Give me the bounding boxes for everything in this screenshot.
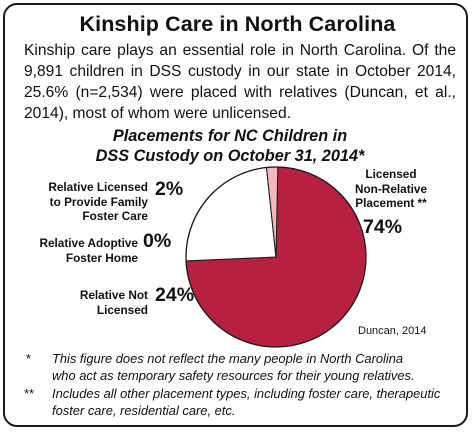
card-border (3, 3, 468, 427)
pct-relative-licensed: 2% (155, 178, 184, 200)
footnote-2-mark: ** (24, 386, 35, 401)
intro-paragraph: Kinship care plays an essential role in … (24, 42, 456, 122)
chart-title-line-1: Placements for NC Children in (112, 127, 348, 145)
pct-relative-adoptive: 0% (143, 230, 172, 252)
slice-relative-not-licensed (185, 166, 277, 262)
page-title: Kinship Care in North Carolina (79, 12, 396, 36)
label-relative-adoptive: Relative Adoptive Foster Home (39, 236, 138, 265)
footnote-1: This figure does not reflect the many pe… (52, 351, 415, 383)
pie-slices (185, 166, 367, 348)
chart-source: Duncan, 2014 (358, 325, 427, 337)
pct-relative-not-licensed: 24% (155, 284, 195, 306)
label-relative-licensed: Relative Licensed to Provide Family Fost… (48, 180, 148, 223)
label-relative-not-licensed: Relative Not Licensed (79, 288, 148, 317)
pie-outline (185, 166, 367, 348)
footnote-2: Includes all other placement types, incl… (52, 386, 441, 418)
pct-licensed-non-relative: 74% (363, 216, 403, 238)
footnote-1-mark: * (26, 351, 32, 366)
chart-title-line-2: DSS Custody on October 31, 2014* (95, 147, 365, 165)
chart-title: Placements for NC Children in DSS Custod… (60, 126, 400, 166)
label-licensed-non-relative: Licensed Non-Relative Placement ** (354, 167, 428, 210)
